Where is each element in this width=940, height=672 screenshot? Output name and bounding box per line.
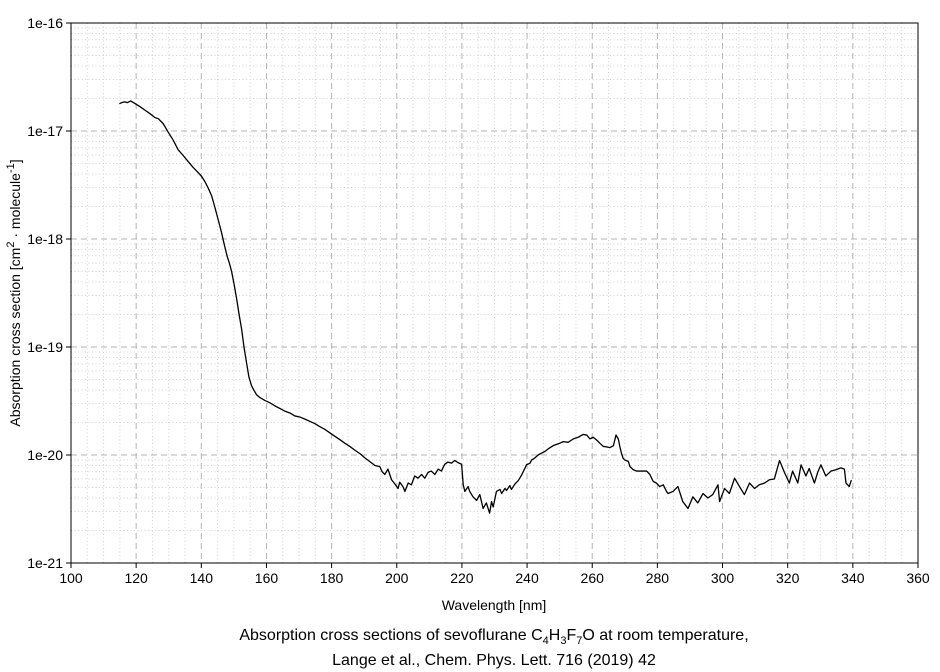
x-tick-label: 140 — [190, 570, 214, 586]
x-tick-label: 180 — [320, 570, 344, 586]
x-tick-label: 240 — [515, 570, 539, 586]
y-tick-label: 1e-20 — [27, 447, 63, 463]
x-tick-label: 360 — [906, 570, 930, 586]
y-tick-label: 1e-21 — [27, 555, 63, 571]
x-tick-label: 160 — [255, 570, 279, 586]
y-tick-label: 1e-18 — [27, 231, 63, 247]
x-tick-label: 200 — [385, 570, 409, 586]
x-tick-label: 220 — [450, 570, 474, 586]
x-tick-label: 300 — [711, 570, 735, 586]
x-tick-label: 340 — [841, 570, 865, 586]
x-tick-label: 120 — [124, 570, 148, 586]
y-axis-title: Absorption cross section [cm2 · molecule… — [5, 159, 23, 427]
y-tick-label: 1e-19 — [27, 339, 63, 355]
chart-caption-line-1: Absorption cross sections of sevoflurane… — [239, 627, 749, 647]
plot-border — [70, 22, 919, 564]
y-tick-label: 1e-16 — [27, 15, 63, 31]
absorption-curve — [119, 100, 852, 514]
chart-caption-line-2: Lange et al., Chem. Phys. Lett. 716 (201… — [332, 652, 656, 669]
y-tick-label: 1e-17 — [27, 123, 63, 139]
x-axis-title: Wavelength [nm] — [441, 597, 547, 613]
x-tick-label: 100 — [59, 570, 83, 586]
x-tick-label: 280 — [646, 570, 670, 586]
x-tick-label: 320 — [776, 570, 800, 586]
x-tick-label: 260 — [581, 570, 605, 586]
